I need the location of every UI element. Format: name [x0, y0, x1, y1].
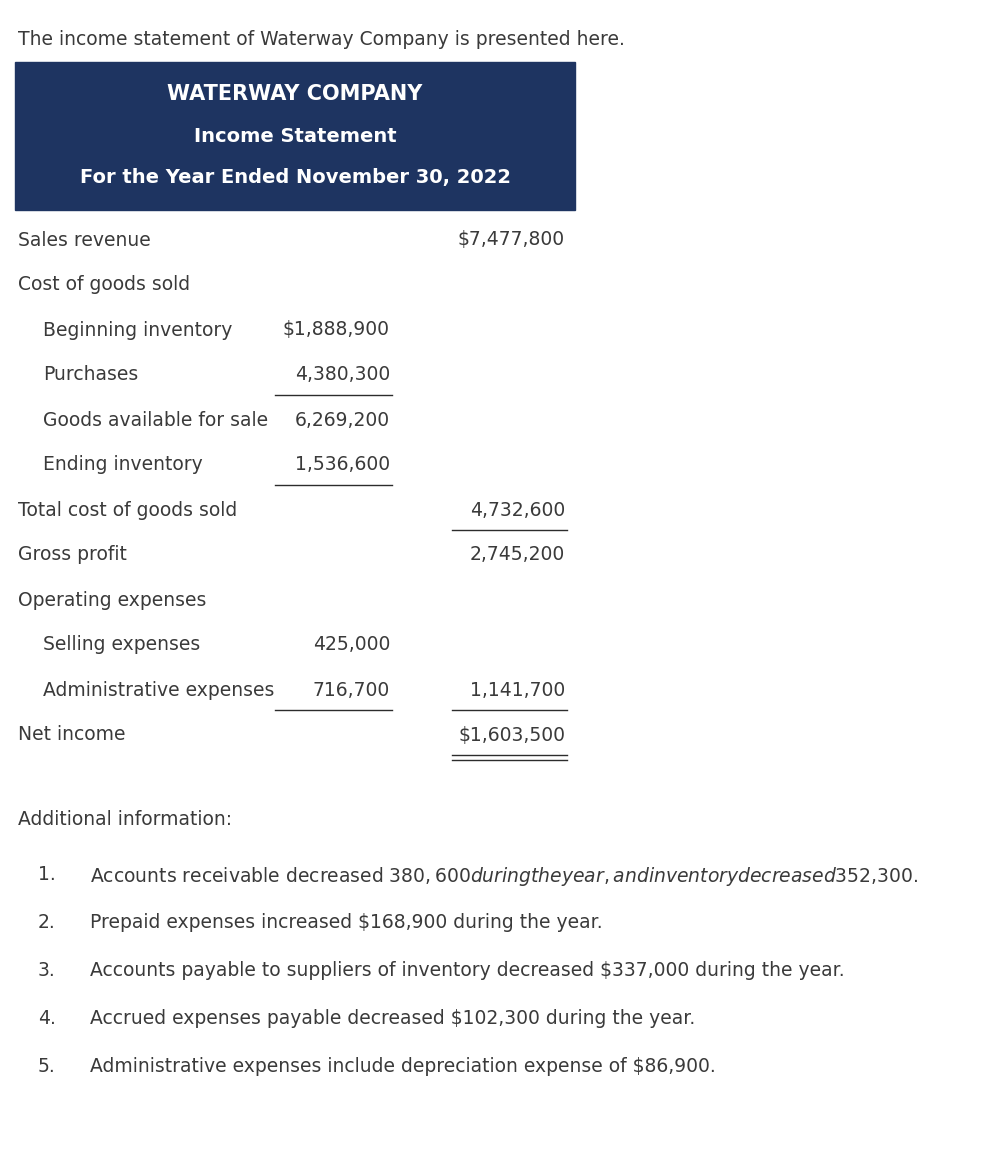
Text: 4,380,300: 4,380,300	[295, 366, 390, 384]
Text: Cost of goods sold: Cost of goods sold	[18, 276, 190, 294]
Text: $1,888,900: $1,888,900	[283, 320, 390, 340]
Text: Beginning inventory: Beginning inventory	[43, 320, 232, 340]
Text: Sales revenue: Sales revenue	[18, 230, 151, 250]
Text: 2,745,200: 2,745,200	[470, 545, 565, 564]
Text: Prepaid expenses increased $168,900 during the year.: Prepaid expenses increased $168,900 duri…	[90, 913, 603, 932]
Text: Selling expenses: Selling expenses	[43, 635, 200, 654]
Text: $1,603,500: $1,603,500	[458, 725, 565, 744]
Text: $7,477,800: $7,477,800	[458, 230, 565, 250]
Text: Administrative expenses include depreciation expense of $86,900.: Administrative expenses include deprecia…	[90, 1057, 716, 1076]
Text: Operating expenses: Operating expenses	[18, 591, 206, 610]
Text: 2.: 2.	[38, 913, 56, 932]
Text: For the Year Ended November 30, 2022: For the Year Ended November 30, 2022	[80, 168, 511, 188]
Text: 1.: 1.	[38, 865, 56, 884]
Text: Goods available for sale: Goods available for sale	[43, 410, 268, 430]
Text: The income statement of Waterway Company is presented here.: The income statement of Waterway Company…	[18, 30, 625, 49]
Text: 3.: 3.	[38, 961, 56, 980]
Text: 5.: 5.	[38, 1057, 56, 1076]
Text: 4.: 4.	[38, 1009, 56, 1028]
Text: Income Statement: Income Statement	[194, 126, 396, 146]
Text: 6,269,200: 6,269,200	[295, 410, 390, 430]
Text: 425,000: 425,000	[313, 635, 390, 654]
Text: Additional information:: Additional information:	[18, 809, 232, 829]
Text: Ending inventory: Ending inventory	[43, 456, 203, 474]
Text: Administrative expenses: Administrative expenses	[43, 681, 274, 700]
Text: Total cost of goods sold: Total cost of goods sold	[18, 501, 237, 520]
Text: Accounts receivable decreased $380,600 during the year, and inventory decreased : Accounts receivable decreased $380,600 d…	[90, 865, 918, 888]
Text: Accounts payable to suppliers of inventory decreased $337,000 during the year.: Accounts payable to suppliers of invento…	[90, 961, 845, 980]
Text: Gross profit: Gross profit	[18, 545, 127, 564]
Text: 716,700: 716,700	[313, 681, 390, 700]
Text: 4,732,600: 4,732,600	[470, 501, 565, 520]
Text: 1,141,700: 1,141,700	[470, 681, 565, 700]
Bar	[15, 62, 575, 210]
Text: Accrued expenses payable decreased $102,300 during the year.: Accrued expenses payable decreased $102,…	[90, 1009, 695, 1028]
Text: 1,536,600: 1,536,600	[295, 456, 390, 474]
Text: Net income: Net income	[18, 725, 126, 744]
Text: Purchases: Purchases	[43, 366, 138, 384]
Text: WATERWAY COMPANY: WATERWAY COMPANY	[167, 84, 423, 104]
